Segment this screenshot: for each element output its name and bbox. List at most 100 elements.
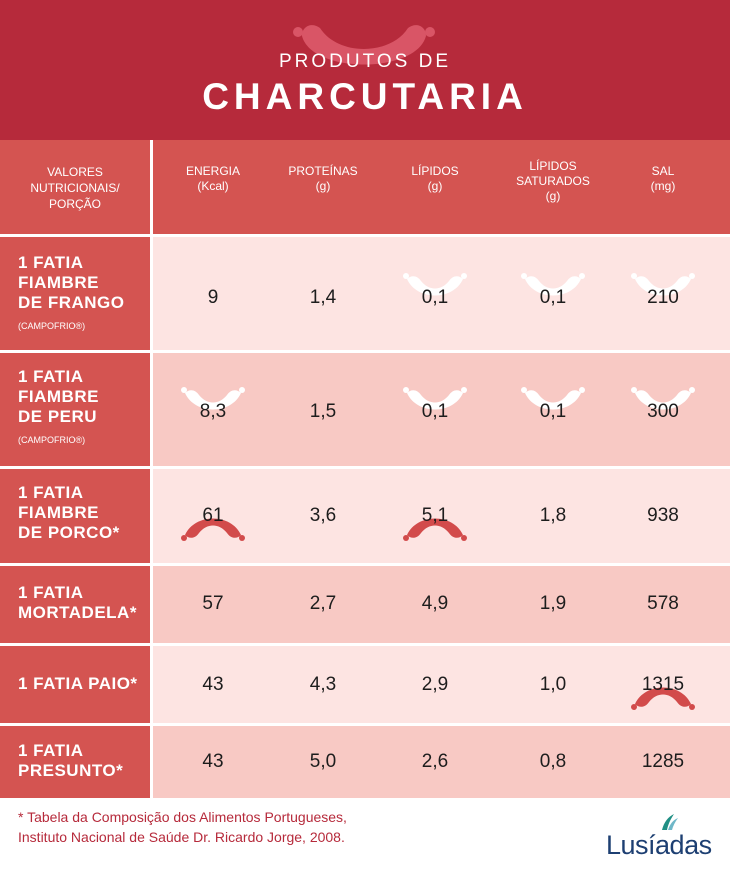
column-header-sal: SAL (mg) — [609, 140, 717, 234]
value-cell-energia: 61 — [159, 469, 267, 563]
value-text: 0,1 — [421, 401, 449, 422]
table-row: 1 FATIA MORTADELA* 57 2,7 4,9 1,9 578 — [0, 566, 730, 643]
value-text: 1,8 — [539, 505, 567, 526]
sausage-low-marker-icon — [403, 387, 467, 410]
sausage-icon — [293, 25, 435, 65]
value-text: 1,4 — [309, 287, 337, 308]
table-row: 1 FATIA FIAMBRE DE FRANGO (CAMPOFRIO®) 9 1,4 0… — [0, 237, 730, 350]
row-label-cell: 1 FATIA FIAMBRE DE FRANGO (CAMPOFRIO®) — [0, 237, 150, 350]
value-cell-proteinas: 1,4 — [269, 237, 377, 350]
value-text: 2,7 — [309, 593, 337, 614]
value-text: 0,1 — [539, 401, 567, 422]
header-banner: PRODUTOS DE CHARCUTARIA — [0, 0, 730, 140]
column-header-unit: (g) — [427, 179, 443, 193]
row-values: 61 3,6 5,1 1,8 938 — [153, 469, 730, 563]
column-header-line: SATURADOS — [516, 174, 590, 188]
table-row: 1 FATIA PAIO* 43 4,3 2,9 1,0 1315 — [0, 646, 730, 723]
row-label-cell: 1 FATIA MORTADELA* — [0, 566, 150, 643]
row-label-cell: 1 FATIA FIAMBRE DE PORCO* — [0, 469, 150, 563]
row-title-line: DE PERU — [18, 407, 98, 426]
row-title-line: DE PORCO* — [18, 523, 120, 542]
value-cell-lipidos: 2,6 — [381, 726, 489, 798]
header-label-line: PORÇÃO — [48, 197, 101, 211]
value-cell-sal: 210 — [609, 237, 717, 350]
row-label-cell: 1 FATIA FIAMBRE DE PERU (CAMPOFRIO®) — [0, 353, 150, 466]
value-text: 4,9 — [421, 593, 449, 614]
value-cell-lipidos-saturados: 0,1 — [499, 237, 607, 350]
value-text: 578 — [647, 593, 679, 614]
column-header-line: ENERGIA — [185, 164, 240, 178]
row-values: 9 1,4 0,1 0,1 210 — [153, 237, 730, 350]
value-cell-energia: 9 — [159, 237, 267, 350]
value-text: 300 — [647, 401, 679, 422]
value-cell-lipidos: 0,1 — [381, 353, 489, 466]
value-cell-lipidos-saturados: 0,1 — [499, 353, 607, 466]
row-label-cell: 1 FATIA PRESUNTO* — [0, 726, 150, 798]
column-header-line: LÍPIDOS — [411, 164, 459, 178]
column-header-unit: (mg) — [650, 179, 676, 193]
table-header-row: VALORES NUTRICIONAIS/ PORÇÃO ENERGIA (Kc… — [0, 140, 730, 234]
value-text: 2,6 — [421, 751, 449, 772]
value-text: 5,0 — [309, 751, 337, 772]
value-text: 938 — [647, 505, 679, 526]
value-text: 43 — [202, 751, 224, 772]
value-cell-energia: 43 — [159, 726, 267, 798]
value-text: 0,1 — [539, 287, 567, 308]
value-text: 2,9 — [421, 674, 449, 695]
row-title-line: 1 FATIA — [18, 253, 84, 272]
column-header-lipidos-saturados: LÍPIDOS SATURADOS (g) — [499, 140, 607, 234]
column-header-proteinas: PROTEÍNAS (g) — [269, 140, 377, 234]
value-cell-lipidos-saturados: 1,0 — [499, 646, 607, 723]
row-title-line: FIAMBRE — [18, 273, 99, 292]
value-cell-sal: 300 — [609, 353, 717, 466]
table-row: 1 FATIA FIAMBRE DE PORCO* 61 3,6 5,1 1,8 938 — [0, 469, 730, 563]
value-cell-proteinas: 4,3 — [269, 646, 377, 723]
footnote-line: Instituto Nacional de Saúde Dr. Ricardo … — [18, 829, 345, 845]
header-label-cell: VALORES NUTRICIONAIS/ PORÇÃO — [0, 140, 150, 234]
logo-text: Lusíadas — [606, 830, 712, 860]
column-header-line: PROTEÍNAS — [288, 164, 358, 178]
value-cell-sal: 938 — [609, 469, 717, 563]
value-cell-energia: 43 — [159, 646, 267, 723]
value-text: 1315 — [641, 674, 685, 695]
lusiadas-logo: Lusíadas — [606, 812, 721, 860]
value-text: 43 — [202, 674, 224, 695]
row-values: 57 2,7 4,9 1,9 578 — [153, 566, 730, 643]
value-text: 8,3 — [199, 401, 227, 422]
column-header-line: LÍPIDOS — [529, 159, 577, 173]
row-values: 43 5,0 2,6 0,8 1285 — [153, 726, 730, 798]
value-text: 1,5 — [309, 401, 337, 422]
value-cell-lipidos-saturados: 0,8 — [499, 726, 607, 798]
sausage-high-marker-icon — [631, 687, 695, 710]
value-cell-proteinas: 5,0 — [269, 726, 377, 798]
value-text: 61 — [202, 505, 224, 526]
value-cell-sal: 1285 — [609, 726, 717, 798]
row-brand: (CAMPOFRIO®) — [18, 321, 86, 331]
header-label-line: NUTRICIONAIS/ — [30, 181, 120, 195]
value-text: 3,6 — [309, 505, 337, 526]
row-title-line: 1 FATIA — [18, 367, 84, 386]
row-label-cell: 1 FATIA PAIO* — [0, 646, 150, 723]
row-title-line: FIAMBRE — [18, 503, 99, 522]
header-subtitle: PRODUTOS DE — [278, 51, 451, 72]
value-text: 210 — [647, 287, 679, 308]
value-text: 1,9 — [539, 593, 567, 614]
header-label-line: VALORES — [47, 165, 103, 179]
row-title-line: 1 FATIA — [18, 483, 84, 502]
page-title: CHARCUTARIA — [202, 76, 528, 117]
row-brand: (CAMPOFRIO®) — [18, 435, 86, 445]
value-cell-lipidos: 0,1 — [381, 237, 489, 350]
value-cell-lipidos-saturados: 1,9 — [499, 566, 607, 643]
value-cell-proteinas: 2,7 — [269, 566, 377, 643]
sausage-low-marker-icon — [631, 387, 695, 410]
footnote: * Tabela da Composição dos Alimentos Por… — [18, 807, 347, 847]
row-title-line: 1 FATIA — [18, 583, 84, 602]
sausage-low-marker-icon — [521, 387, 585, 410]
value-text: 0,1 — [421, 287, 449, 308]
value-cell-lipidos: 2,9 — [381, 646, 489, 723]
row-title-line: 1 FATIA PAIO* — [18, 674, 138, 693]
value-text: 57 — [202, 593, 224, 614]
column-header-line: SAL — [651, 164, 675, 178]
value-cell-sal: 1315 — [609, 646, 717, 723]
table-row: 1 FATIA FIAMBRE DE PERU (CAMPOFRIO®) 8,3 1,5 0… — [0, 353, 730, 466]
